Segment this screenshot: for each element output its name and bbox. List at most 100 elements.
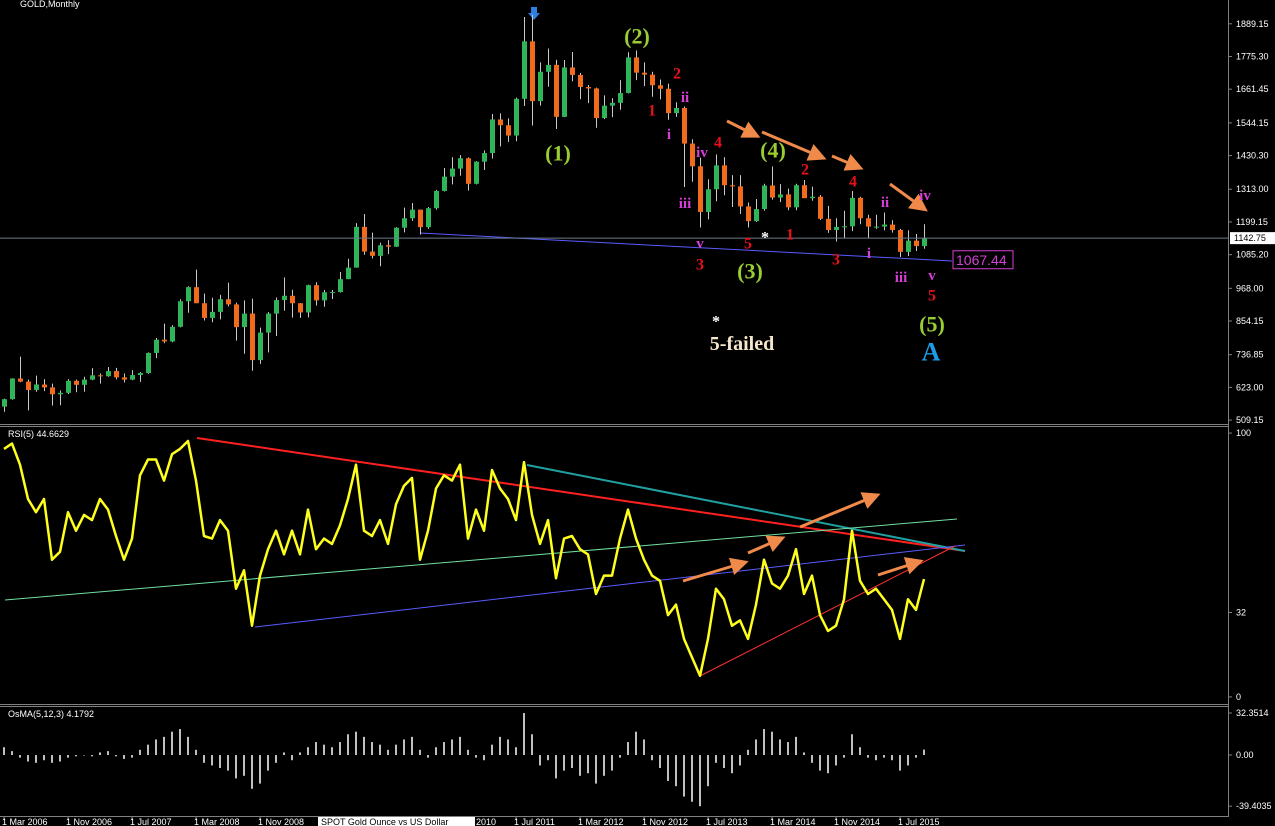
osma-bar <box>507 739 509 756</box>
osma-bar <box>259 755 261 784</box>
osma-bar <box>339 742 341 756</box>
candle-body <box>594 88 599 119</box>
candle-body <box>762 185 767 210</box>
x-tick-label: 1 Jul 2007 <box>130 817 172 826</box>
candle-body <box>674 107 679 114</box>
wave-label: * <box>712 314 720 331</box>
osma-bar <box>859 747 861 756</box>
osma-bar <box>707 755 709 787</box>
candle-body <box>170 326 175 342</box>
trendline <box>196 437 966 552</box>
osma-bar <box>155 739 157 756</box>
tooltip-text: SPOT Gold Ounce vs US Dollar <box>321 817 448 826</box>
candle-body <box>66 380 71 393</box>
osma-bar <box>715 755 717 763</box>
candle-body <box>458 158 463 169</box>
osma-bar <box>699 755 701 807</box>
osma-bar <box>427 755 429 758</box>
candle-body <box>794 185 799 208</box>
candle-body <box>666 88 671 114</box>
y-tick-label: 854.15 <box>1236 316 1264 326</box>
osma-bar <box>779 739 781 756</box>
indicator-title: RSI(5) 44.6629 <box>8 429 69 439</box>
wave-label: v <box>696 236 704 252</box>
osma-bar <box>667 755 669 781</box>
osma-bar <box>627 742 629 756</box>
osma-bar <box>227 755 229 771</box>
osma-bar <box>595 755 597 784</box>
x-tick-label: 1 Mar 2006 <box>2 817 48 826</box>
candle-body <box>554 64 559 117</box>
candle-body <box>346 267 351 280</box>
osma-bar <box>787 742 789 756</box>
osma-bar <box>683 755 685 797</box>
osma-bar <box>867 755 869 758</box>
candle-body <box>162 339 167 342</box>
osma-bar <box>819 755 821 771</box>
y-tick-label: 509.15 <box>1236 415 1264 425</box>
rsi-line <box>3 439 926 678</box>
osma-bar <box>459 736 461 756</box>
osma-bar <box>91 755 93 757</box>
candle-body <box>210 311 215 318</box>
osma-bar <box>291 755 293 761</box>
osma-bar <box>275 755 277 763</box>
candle-body <box>154 339 159 353</box>
osma-bar <box>443 742 445 756</box>
arrow <box>726 119 761 138</box>
x-tick-label: 1 Jul 2011 <box>514 817 555 826</box>
candle-body <box>426 208 431 228</box>
candle-body <box>730 185 735 187</box>
candle-body <box>354 226 359 268</box>
osma-bar <box>619 755 621 758</box>
osma-bar <box>435 747 437 756</box>
candle-body <box>130 375 135 380</box>
candle-body <box>106 371 111 377</box>
x-tick-label: 1 Nov 2006 <box>66 817 112 826</box>
wave-label: 4 <box>714 135 722 152</box>
candle-body <box>786 194 791 208</box>
wave-label: iv <box>696 145 708 161</box>
osma-bar <box>99 752 101 756</box>
candle-body <box>874 226 879 228</box>
osma-bar <box>411 736 413 756</box>
osma-bar <box>115 755 117 757</box>
candle-body <box>466 158 471 184</box>
osma-bar <box>755 739 757 756</box>
osma-bar <box>611 755 613 771</box>
candle-body <box>58 392 63 395</box>
candle-body <box>410 209 415 219</box>
y-tick-label: 1775.30 <box>1236 51 1269 61</box>
osma-bar <box>723 755 725 769</box>
osma-bar <box>763 729 765 756</box>
wave-label: v <box>928 268 936 284</box>
candle-body <box>250 313 255 361</box>
candle-body <box>82 379 87 385</box>
y-tick-label: -39.4035 <box>1236 801 1272 811</box>
candle-body <box>434 190 439 209</box>
x-tick-label: 1 Nov 2012 <box>642 817 688 826</box>
osma-bar <box>139 749 141 756</box>
arrow <box>761 130 827 161</box>
candle-body <box>866 218 871 227</box>
osma-bar <box>187 736 189 756</box>
y-tick-label: 32.3514 <box>1236 708 1269 718</box>
osma-bar <box>147 744 149 756</box>
osma-bar <box>331 747 333 756</box>
x-tick-label: 1 Jul 2013 <box>706 817 748 826</box>
x-tick-label: 1 Mar 2012 <box>578 817 624 826</box>
candle-body <box>890 224 895 231</box>
candle-body <box>74 380 79 385</box>
candle-body <box>546 64 551 72</box>
candle-body <box>50 387 55 395</box>
osma-bar <box>555 755 557 779</box>
osma-bar <box>891 755 893 761</box>
osma-bar <box>923 749 925 756</box>
osma-bar <box>387 749 389 756</box>
candle-body <box>858 197 863 219</box>
candle-body <box>90 375 95 380</box>
candle-body <box>722 165 727 186</box>
wave-label: iii <box>679 196 692 212</box>
candle-body <box>562 67 567 117</box>
osma-bar <box>27 755 29 762</box>
